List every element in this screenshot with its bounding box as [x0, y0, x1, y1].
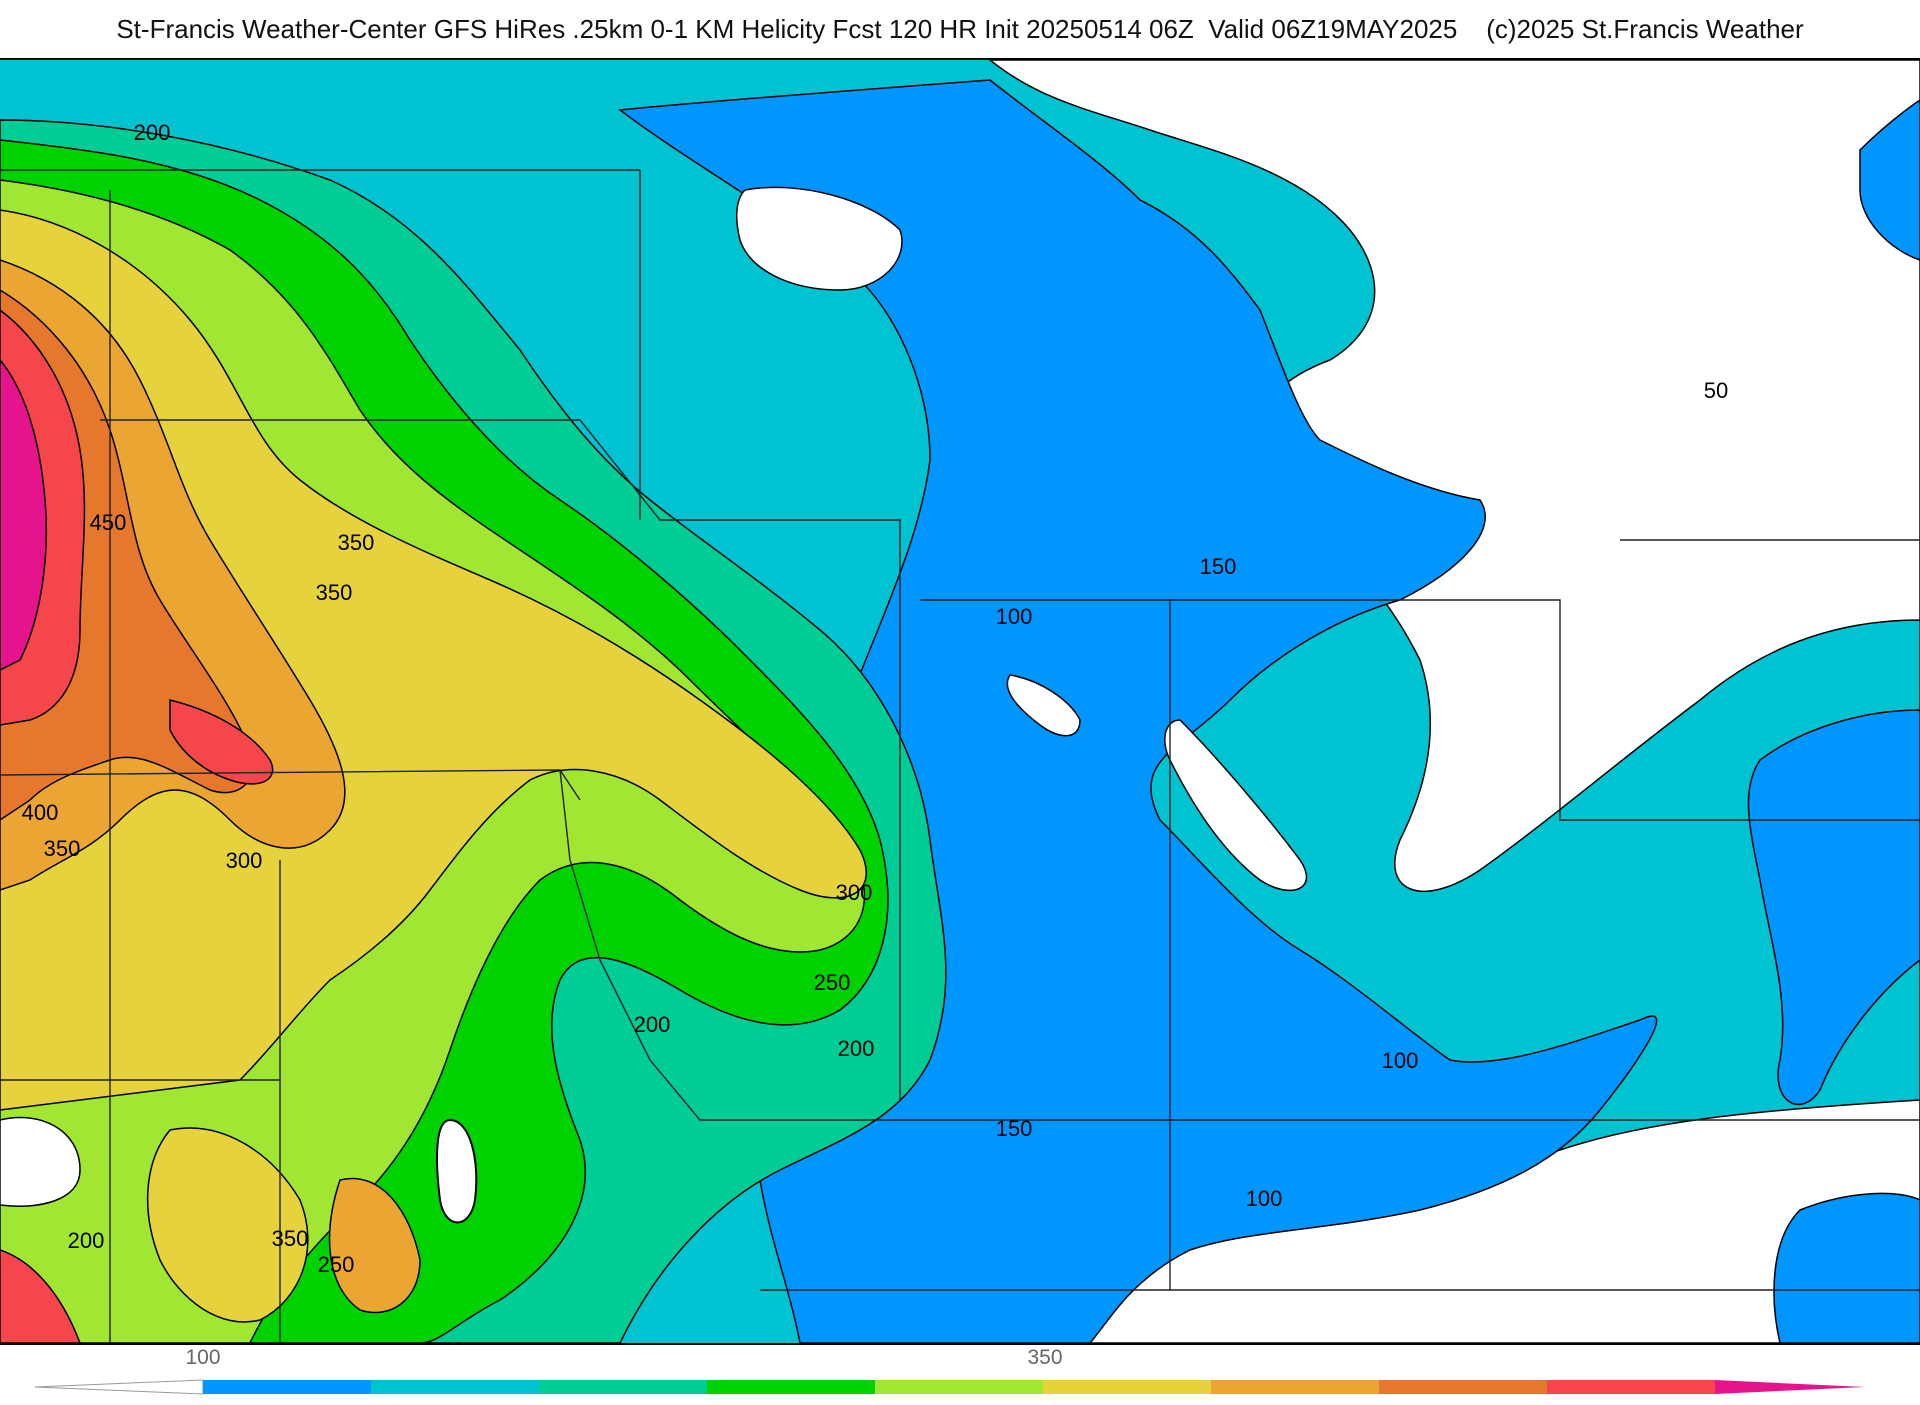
field-blue-east-3	[1773, 1192, 1920, 1343]
contour-label: 100	[1246, 1186, 1283, 1211]
field-white-oval	[436, 1118, 478, 1224]
field-red-2	[169, 699, 274, 785]
field-blue-east-1	[1747, 709, 1920, 1106]
colorbar-segment	[707, 1380, 875, 1394]
field-sw-yellow	[146, 1127, 309, 1323]
colorbar-svg: 100 350	[34, 1346, 1865, 1395]
map-title: St-Francis Weather-Center GFS HiRes .25k…	[116, 14, 1804, 44]
colorbar-segments	[203, 1380, 1865, 1394]
colorbar-segment	[875, 1380, 1043, 1394]
contour-label: 150	[1200, 554, 1237, 579]
contour-label: 200	[134, 120, 171, 145]
colorbar-segment	[1211, 1380, 1379, 1394]
contour-label: 100	[996, 604, 1033, 629]
contour-label: 200	[68, 1228, 105, 1253]
field-white-hole-1	[735, 186, 903, 291]
contour-label: 350	[316, 580, 353, 605]
field-yellow	[0, 209, 867, 1111]
contour-label: 100	[1382, 1048, 1419, 1073]
map-canvas: 200 450 350 350 400 350 300 300 250 200 …	[0, 60, 1920, 1343]
colorbar-tick-label: 350	[1027, 1346, 1062, 1369]
contour-label: 350	[272, 1226, 309, 1251]
colorbar-segment	[1043, 1380, 1211, 1394]
contour-label: 300	[226, 848, 263, 873]
colorbar: 100 350	[0, 1342, 1920, 1400]
colorbar-tick-label: 100	[185, 1346, 220, 1369]
colorbar-segment	[203, 1380, 371, 1394]
helicity-map: 200 450 350 350 400 350 300 300 250 200 …	[0, 58, 1920, 1345]
colorbar-segment	[1379, 1380, 1547, 1394]
field-white-hole-3	[1006, 674, 1081, 737]
field-sw-red	[0, 1249, 81, 1343]
contour-label: 350	[338, 530, 375, 555]
colorbar-segment	[1547, 1380, 1715, 1394]
colorbar-segment	[539, 1380, 707, 1394]
contour-label: 150	[996, 1116, 1033, 1141]
contour-label: 200	[838, 1036, 875, 1061]
field-sw-white	[0, 1116, 81, 1207]
contour-label: 250	[318, 1252, 355, 1277]
contour-label: 450	[90, 510, 127, 535]
contour-label: 400	[22, 800, 59, 825]
colorbar-low-arrow	[34, 1379, 204, 1395]
contour-label: 200	[634, 1012, 671, 1037]
colorbar-high-arrow	[1715, 1380, 1865, 1394]
contour-labels: 200 450 350 350 400 350 300 300 250 200 …	[22, 120, 1729, 1277]
contour-label: 300	[836, 880, 873, 905]
state-boundaries	[0, 169, 1920, 1343]
field-sw-orange	[328, 1177, 421, 1314]
contour-label: 250	[814, 970, 851, 995]
colorbar-segment	[371, 1380, 539, 1394]
contour-label: 50	[1704, 378, 1728, 403]
field-magenta	[0, 358, 48, 671]
contour-label: 350	[44, 836, 81, 861]
